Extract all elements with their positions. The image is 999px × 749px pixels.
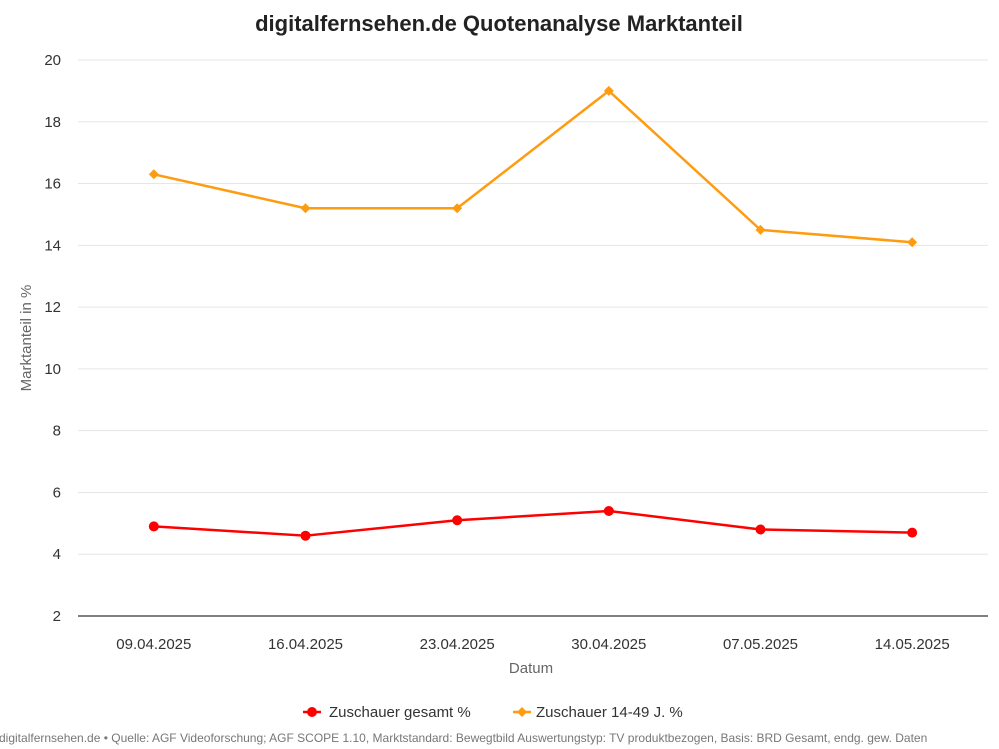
series-line (152, 509, 914, 537)
y-tick-label: 6 (53, 484, 61, 501)
data-point (603, 85, 614, 96)
x-tick-label: 14.05.2025 (875, 636, 950, 653)
data-point (148, 169, 159, 180)
x-tick-label: 30.04.2025 (571, 636, 646, 653)
data-point (603, 505, 614, 516)
y-tick-label: 10 (44, 361, 61, 378)
legend[interactable]: Zuschauer gesamt % Zuschauer 14-49 J. % (303, 704, 683, 721)
y-tick-label: 14 (44, 237, 61, 254)
data-point (452, 515, 463, 526)
series-line (152, 89, 914, 244)
data-point (300, 530, 311, 541)
series-layer (148, 85, 918, 541)
data-point (300, 203, 311, 214)
data-point (755, 224, 766, 235)
legend-marker (517, 707, 527, 717)
y-tick-label: 2 (53, 608, 61, 625)
y-axis-label: Marktanteil in % (18, 285, 35, 392)
x-tick-label: 07.05.2025 (723, 636, 798, 653)
legend-marker (307, 707, 317, 717)
y-tick-label: 12 (44, 299, 61, 316)
data-point (452, 203, 463, 214)
y-axis-ticks: 2 4 6 8 10 12 14 16 18 20 (44, 52, 61, 625)
y-tick-label: 4 (53, 546, 61, 563)
y-tick-label: 18 (44, 114, 61, 131)
chart-title: digitalfernsehen.de Quotenanalyse Markta… (255, 11, 743, 36)
x-tick-label: 09.04.2025 (116, 636, 191, 653)
source-footer: digitalfernsehen.de • Quelle: AGF Videof… (0, 731, 927, 745)
x-axis-label: Datum (509, 660, 553, 677)
grid (78, 59, 988, 617)
x-axis-ticks: 09.04.2025 16.04.2025 23.04.2025 30.04.2025… (116, 636, 949, 653)
x-tick-label: 23.04.2025 (420, 636, 495, 653)
y-tick-label: 16 (44, 176, 61, 193)
legend-label: Zuschauer gesamt % (329, 704, 471, 721)
data-point (907, 237, 918, 248)
legend-label: Zuschauer 14-49 J. % (536, 704, 683, 721)
y-tick-label: 20 (44, 52, 61, 69)
x-tick-label: 16.04.2025 (268, 636, 343, 653)
y-tick-label: 8 (53, 423, 61, 440)
data-point (907, 527, 918, 538)
data-point (755, 524, 766, 535)
data-point (148, 521, 159, 532)
